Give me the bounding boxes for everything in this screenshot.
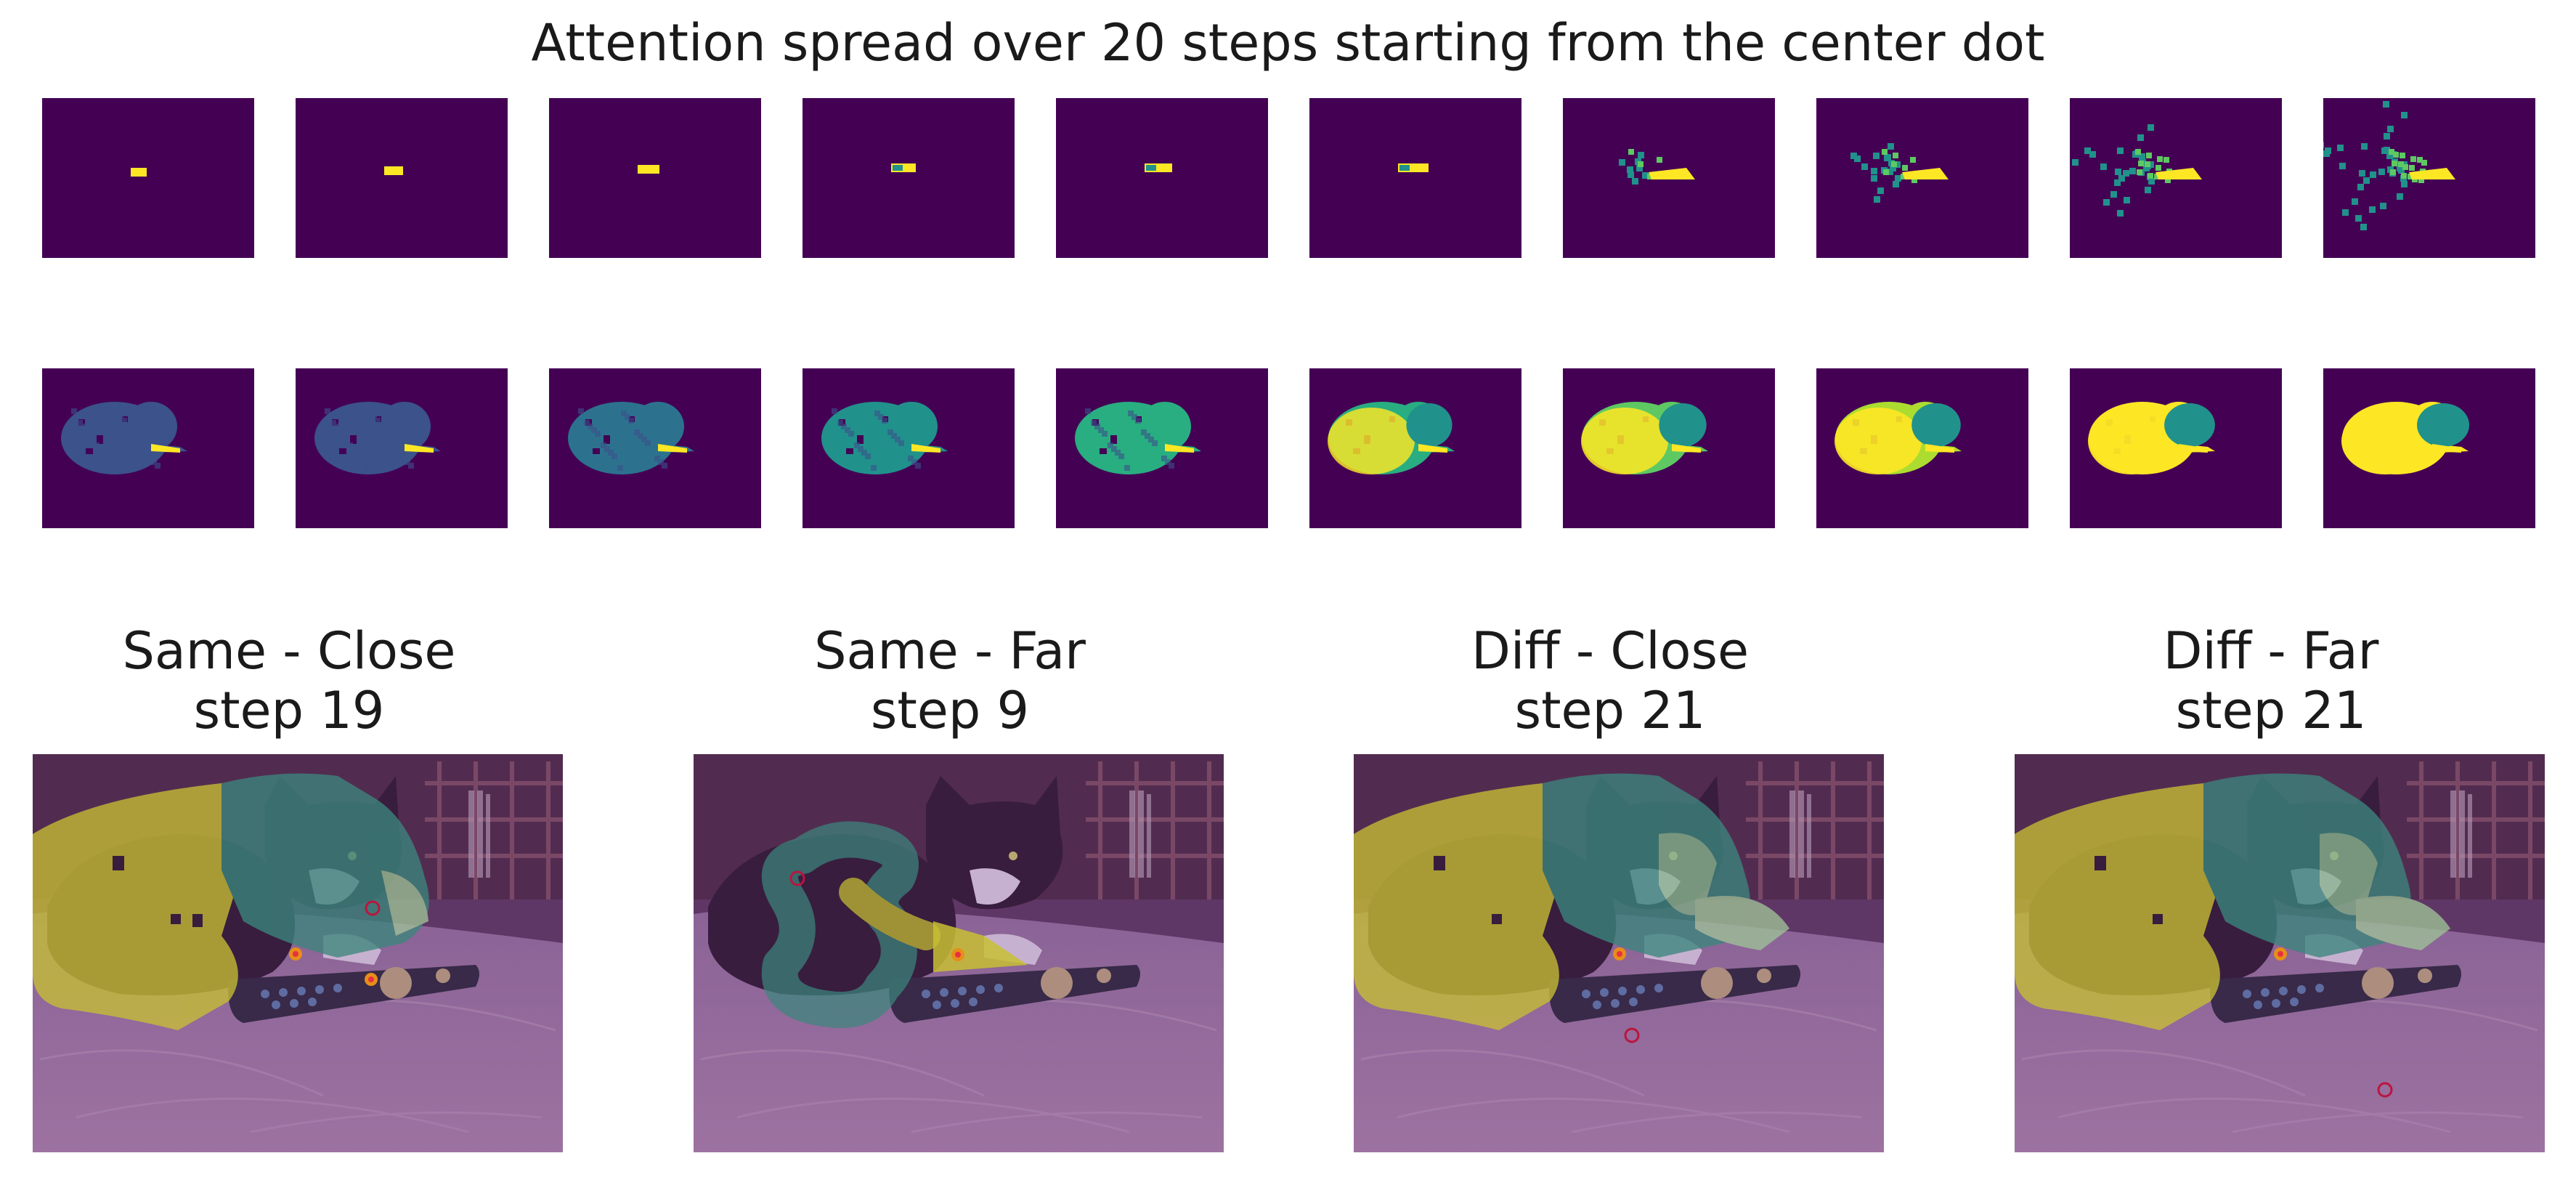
attention-step-thumbnail bbox=[1563, 98, 1775, 258]
attention-step-thumbnail bbox=[549, 368, 761, 528]
figure-title: Attention spread over 20 steps starting … bbox=[531, 13, 2045, 73]
attention-step-thumbnail bbox=[42, 98, 254, 258]
panel-title-line1: Same - Far bbox=[814, 621, 1086, 681]
cat-photo-overlay bbox=[1354, 754, 1884, 1152]
cat-photo-overlay bbox=[2015, 754, 2545, 1152]
panel-title: Same - Close step 19 bbox=[24, 621, 554, 740]
panel-title-line1: Same - Close bbox=[122, 621, 456, 681]
panel-title-line2: step 21 bbox=[1514, 681, 1706, 740]
attention-step-thumbnail bbox=[2070, 368, 2282, 528]
panel-title-line1: Diff - Far bbox=[2163, 621, 2379, 681]
attention-step-thumbnail bbox=[296, 368, 508, 528]
attention-step-thumbnail bbox=[1816, 98, 2028, 258]
attention-step-thumbnail bbox=[1309, 368, 1521, 528]
cat-photo-overlay bbox=[694, 754, 1224, 1152]
panel-title-line2: step 21 bbox=[2175, 681, 2367, 740]
panel-title: Diff - Close step 21 bbox=[1345, 621, 1875, 740]
attention-step-thumbnail bbox=[1056, 98, 1268, 258]
attention-step-thumbnail bbox=[1056, 368, 1268, 528]
attention-step-thumbnail bbox=[2323, 98, 2535, 258]
cat-photo-overlay bbox=[33, 754, 563, 1152]
attention-step-thumbnail bbox=[1309, 98, 1521, 258]
panel-title-line2: step 9 bbox=[870, 681, 1030, 740]
attention-step-thumbnail bbox=[2323, 368, 2535, 528]
attention-step-thumbnail bbox=[296, 98, 508, 258]
attention-step-thumbnail bbox=[803, 368, 1015, 528]
attention-step-thumbnail bbox=[1563, 368, 1775, 528]
panel-title: Diff - Far step 21 bbox=[2006, 621, 2536, 740]
attention-step-thumbnail bbox=[1816, 368, 2028, 528]
attention-step-thumbnail bbox=[42, 368, 254, 528]
attention-step-thumbnail bbox=[803, 98, 1015, 258]
attention-step-thumbnail bbox=[549, 98, 761, 258]
panel-title: Same - Far step 9 bbox=[685, 621, 1215, 740]
panel-title-line2: step 19 bbox=[193, 681, 385, 740]
panel-title-line1: Diff - Close bbox=[1471, 621, 1750, 681]
attention-step-thumbnail bbox=[2070, 98, 2282, 258]
